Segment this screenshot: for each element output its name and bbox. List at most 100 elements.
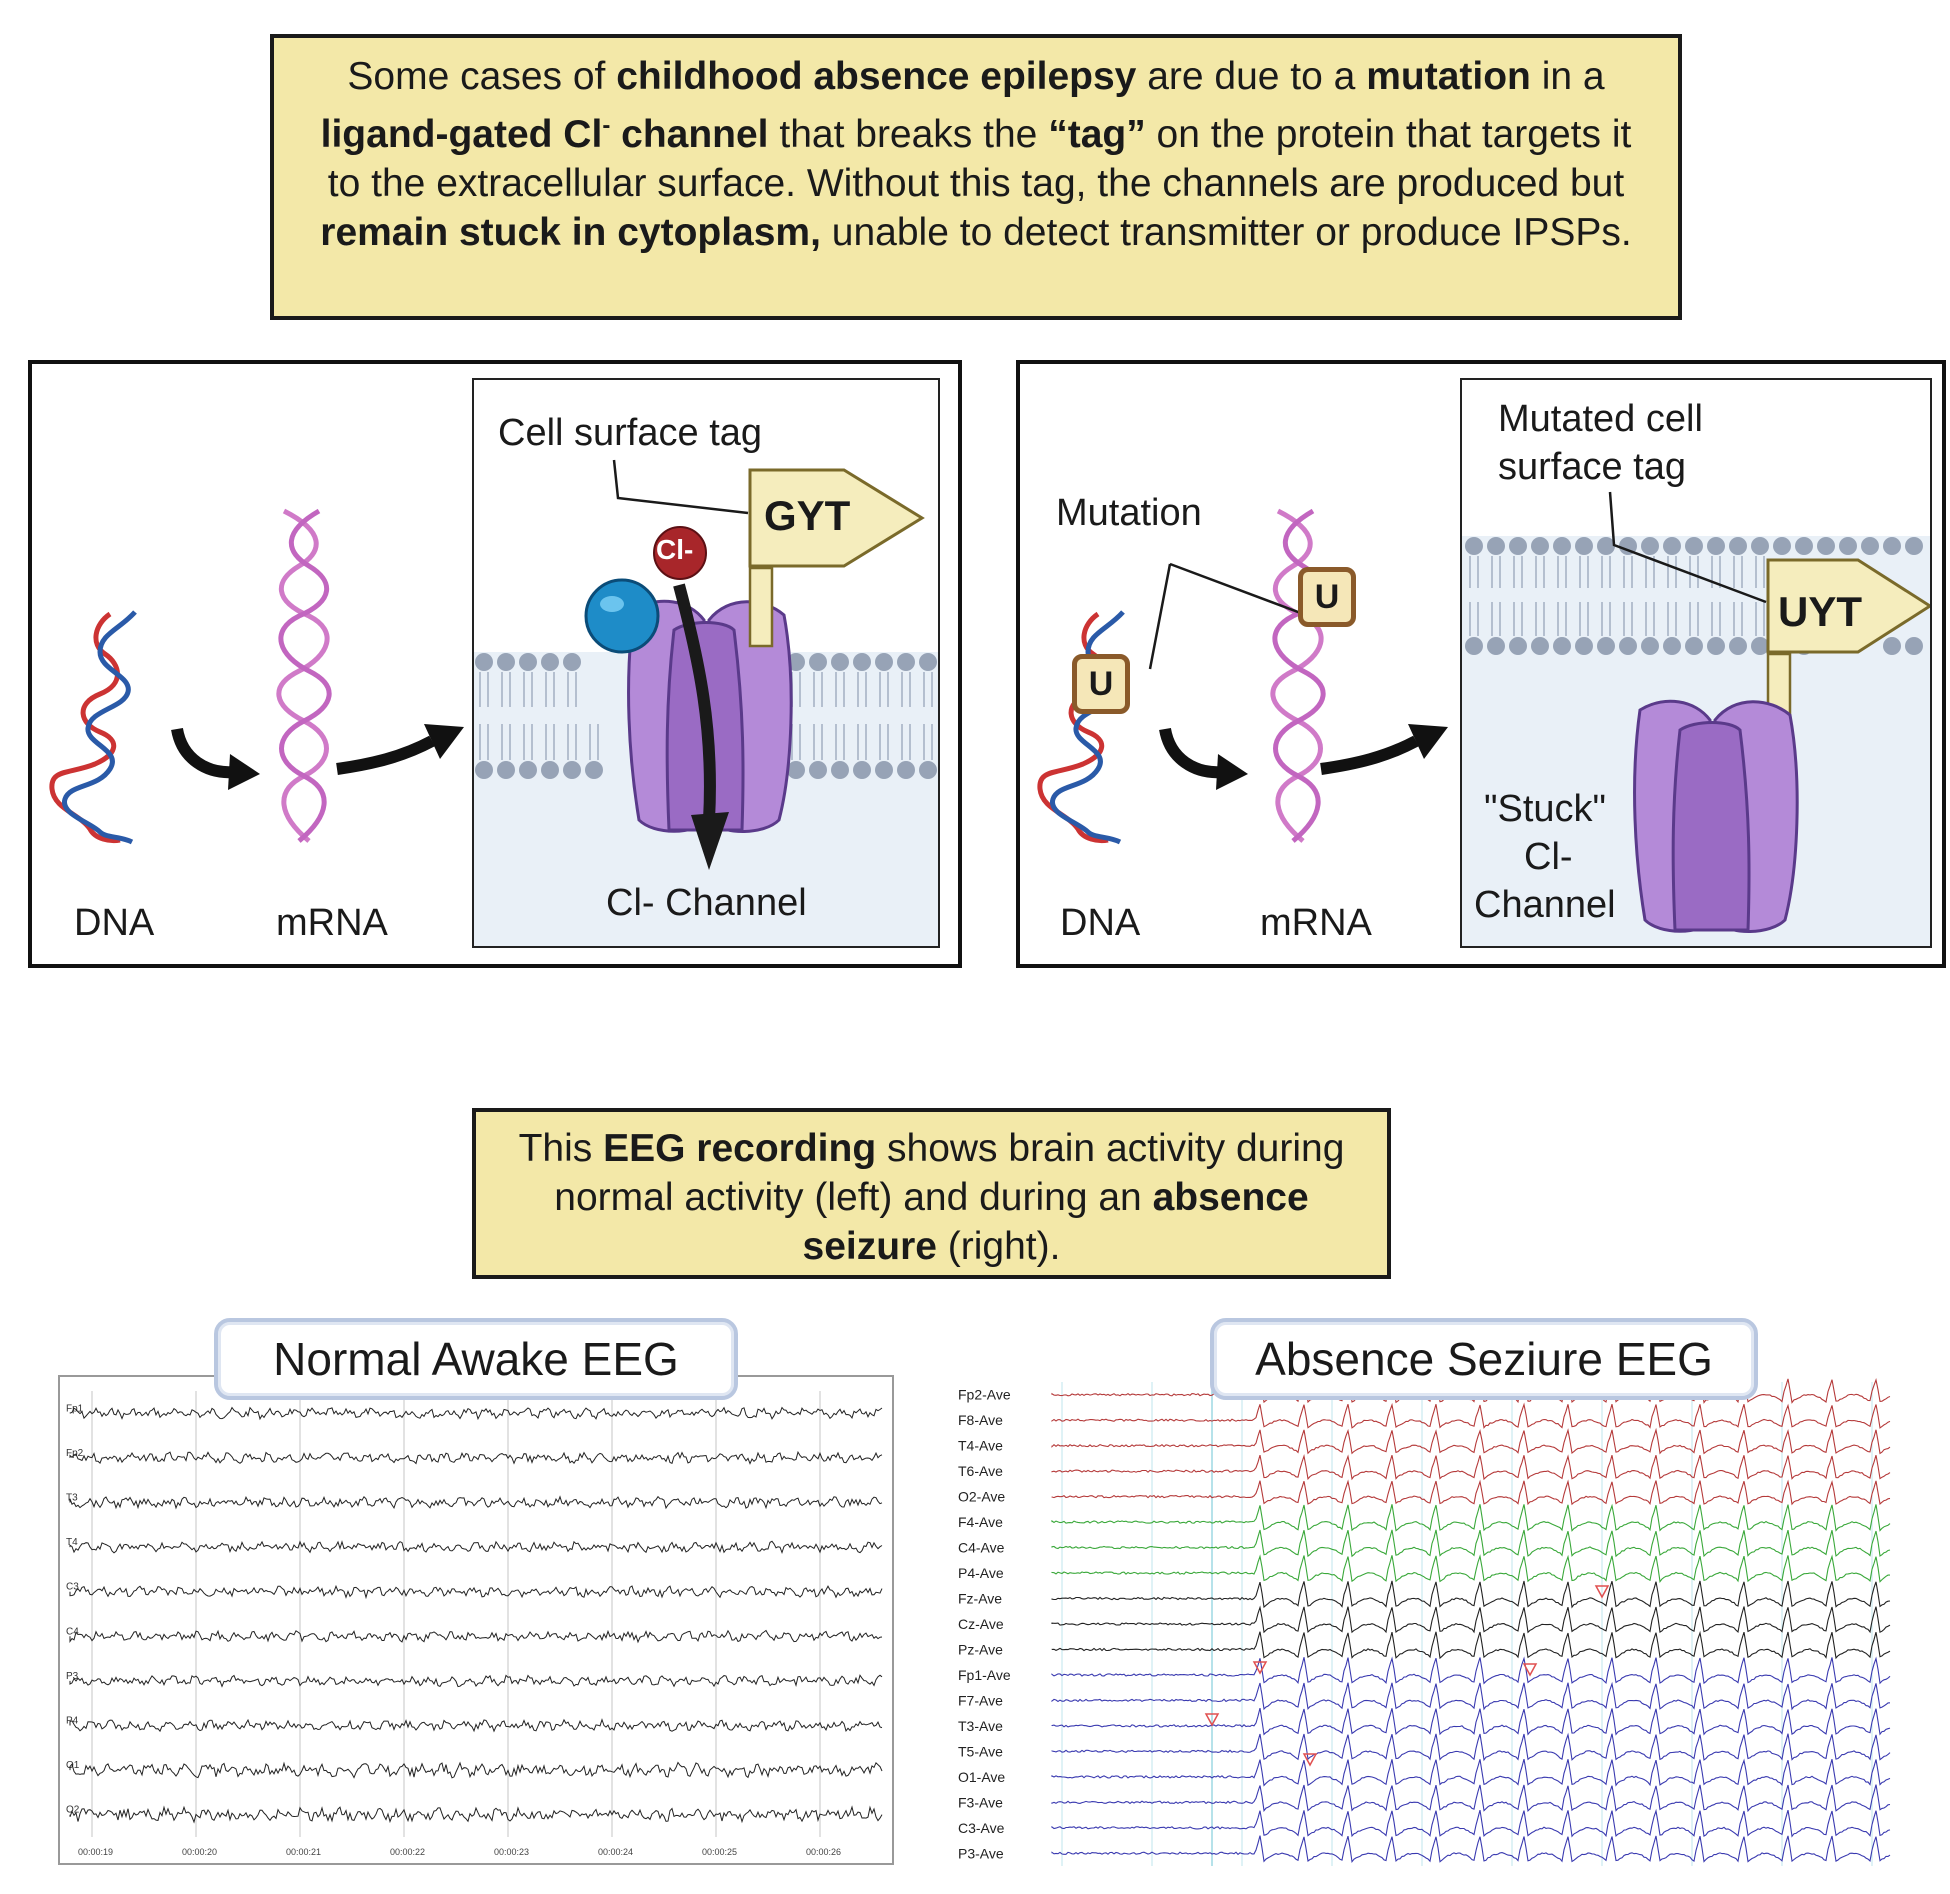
eeg-trace [1051,1554,1890,1583]
eeg-trace [1051,1529,1891,1558]
intro-bold-mutation: mutation [1366,55,1531,98]
eeg-trace [69,1629,883,1644]
channel-label: P3 [66,1671,79,1682]
intro-sup-minus: - [602,112,611,139]
eeg-textbox: This EEG recording shows brain activity … [472,1108,1391,1279]
channel-label: P4-Ave [958,1565,1004,1581]
mrna-icon [276,508,332,843]
eeg-trace [69,1761,883,1779]
eeg-text: shows brain activity during normal activ… [554,1127,1345,1219]
normal-eeg-title: Normal Awake EEG [214,1318,738,1400]
time-tick-label: 00:00:21 [286,1847,321,1857]
time-tick-label: 00:00:19 [78,1847,113,1857]
seizure-eeg-title: Absence Seziure EEG [1210,1318,1758,1400]
intro-text: that breaks the [768,113,1049,156]
eeg-trace [1051,1732,1891,1762]
eeg-trace [1051,1427,1891,1455]
channel-label: O2 [66,1805,80,1816]
channel-label: F3-Ave [958,1794,1003,1810]
channel-label: C4-Ave [958,1540,1005,1556]
arrow-dna-to-mrna-icon [171,727,260,790]
intro-text: on the protein that targets it to the ex… [327,113,1632,205]
time-tick-label: 00:00:23 [494,1847,529,1857]
intro-bold-channel: ligand-gated Cl- channel [320,112,769,156]
eeg-trace [1051,1605,1891,1634]
mrna-icon [1270,508,1326,843]
mutant-channel-panel: Mutation U U DNA mRNA UYT Mutated cell s [1016,360,1946,968]
eeg-text: (right). [936,1225,1061,1268]
eeg-trace [1051,1479,1891,1506]
mrna-label: mRNA [276,902,388,944]
mrna-label: mRNA [1260,902,1372,944]
event-marker-icon [1594,1585,1610,1599]
eeg-trace [69,1674,883,1688]
membrane-inset: Cl- GYT Cell surface tag Cl- Channel [472,378,940,948]
mutation-u-badge-dna: U [1072,654,1130,714]
cell-surface-tag-label: Cell surface tag [498,412,763,454]
intro-bold-channel-word: channel [610,113,769,156]
eeg-trace [1051,1503,1891,1532]
u-letter: U [1314,578,1340,616]
channel-label: T3-Ave [958,1718,1003,1734]
lipid-bilayer-icon [1465,537,1923,655]
channel-label: Cz-Ave [958,1616,1004,1632]
mutated-tag-label-line2: surface tag [1498,446,1686,488]
channel-label: Fz-Ave [958,1591,1002,1607]
dna-label: DNA [74,902,155,944]
channel-label: P3-Ave [958,1845,1004,1861]
tag-code-gyt: GYT [764,492,851,539]
intro-bold-tag: “tag” [1048,113,1146,156]
eeg-bold-absence: absence seizure [802,1176,1309,1268]
eeg-trace [1051,1630,1891,1660]
normal-eeg-chart: 00:00:19 00:00:20 00:00:21 00:00:22 00:00:23… [58,1375,894,1865]
intro-bold-cl: ligand-gated Cl [320,113,603,156]
intro-bold-epilepsy: childhood absence epilepsy [616,55,1137,98]
eeg-trace [69,1495,883,1510]
channel-label: F4-Ave [958,1514,1003,1530]
eeg-trace [69,1805,883,1824]
lipid-bilayer-icon [475,653,937,779]
time-tick-label: 00:00:22 [390,1847,425,1857]
time-tick-label: 00:00:26 [806,1847,841,1857]
arrow-mrna-to-protein-icon [336,724,464,775]
channel-label: O2-Ave [958,1489,1005,1505]
stuck-cl-channel-icon [1633,699,1799,933]
mutated-tag-leader-line [1608,491,1767,604]
seizure-eeg-chart: Fp2-Ave F8-Ave T4-Ave T6-Ave O2-Ave F4-Ave C4-… [950,1370,1900,1870]
eeg-trace [1051,1707,1891,1736]
dna-label: DNA [1060,902,1141,944]
event-marker-icon [1252,1661,1268,1675]
mutation-label: Mutation [1056,492,1202,534]
time-tick-label: 00:00:24 [598,1847,633,1857]
eeg-trace [69,1540,883,1554]
channel-label: T6-Ave [958,1463,1003,1479]
time-tick-label: 00:00:25 [702,1847,737,1857]
u-letter: U [1088,665,1114,703]
tag-leader-line [612,459,749,515]
seizure-eeg-traces: Fp2-Ave F8-Ave T4-Ave T6-Ave O2-Ave F4-Ave C4-… [958,1377,1891,1866]
eeg-trace [69,1718,883,1733]
chloride-ion-label: Cl- [656,534,694,565]
mutated-tag-label-line1: Mutated cell [1498,398,1703,440]
intro-text: in a [1530,55,1605,98]
event-marker-icon [1204,1713,1220,1727]
stuck-label-line1: "Stuck" [1484,788,1607,830]
event-marker-icon [1522,1663,1538,1677]
channel-label: C3-Ave [958,1820,1005,1836]
eeg-trace [1051,1808,1891,1838]
channel-label: F8-Ave [958,1412,1003,1428]
eeg-text: This [518,1127,604,1170]
time-tick-label: 00:00:20 [182,1847,217,1857]
eeg-trace [1051,1835,1891,1864]
eeg-trace [1051,1758,1891,1787]
stuck-label-line2: Cl- [1524,836,1573,878]
eeg-bold-recording: EEG recording [603,1127,877,1170]
tag-code-uyt: UYT [1778,588,1862,635]
channel-label: C3 [66,1582,79,1593]
mutation-u-badge-mrna: U [1298,567,1356,627]
normal-eeg-traces: 00:00:19 00:00:20 00:00:21 00:00:22 00:00:23… [66,1391,883,1857]
ligand-icon [584,578,660,654]
dna-icon [49,610,137,845]
channel-label: F7-Ave [958,1692,1003,1708]
eeg-trace [69,1450,883,1465]
